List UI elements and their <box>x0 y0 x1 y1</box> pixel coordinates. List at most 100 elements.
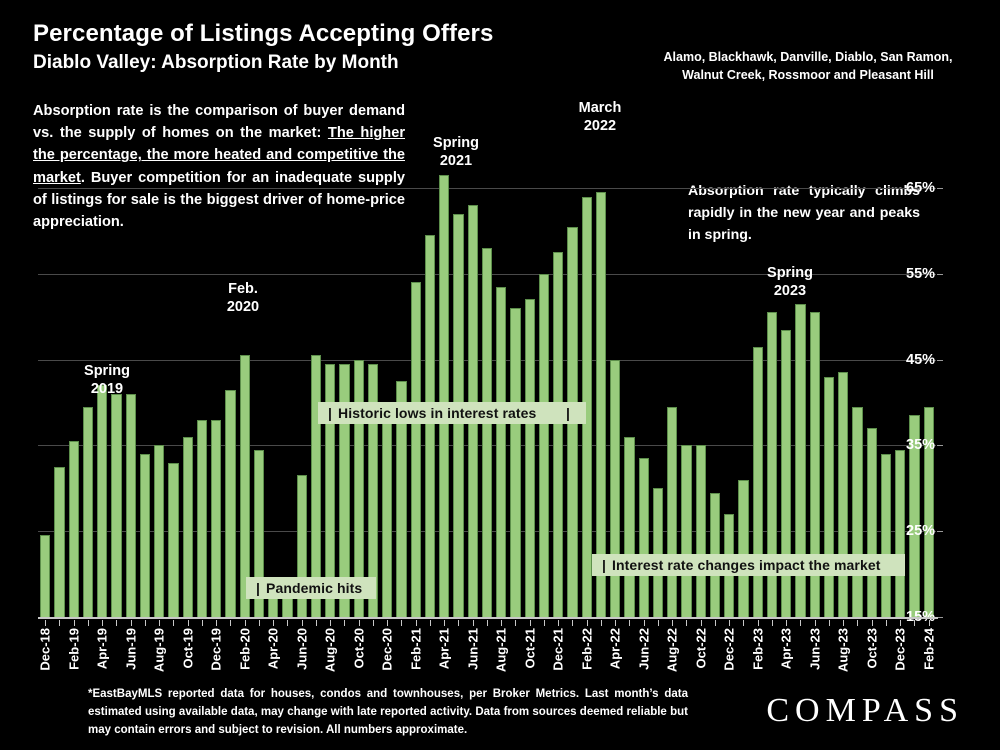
x-axis-tick <box>486 620 488 626</box>
bar-cell <box>209 145 223 617</box>
x-axis-label: Apr-22 <box>607 628 623 670</box>
bar-cell <box>223 145 237 617</box>
y-axis-tick <box>937 531 943 533</box>
bar <box>353 359 364 617</box>
bar-cell <box>166 145 180 617</box>
bar <box>610 359 621 617</box>
x-axis-tick <box>643 620 645 626</box>
x-axis-cell: Oct-21 <box>522 620 537 682</box>
x-axis-cell <box>736 620 750 682</box>
callout-feb-2020: Feb. 2020 <box>212 280 274 316</box>
x-axis-cell <box>651 620 665 682</box>
x-axis-label: Aug-21 <box>493 628 509 673</box>
x-axis-tick <box>686 620 688 626</box>
x-axis-tick <box>672 620 674 626</box>
x-axis-cell: Aug-20 <box>323 620 338 682</box>
bar-cell <box>437 145 451 617</box>
bar-cell <box>252 145 266 617</box>
x-axis-cell: Aug-19 <box>152 620 167 682</box>
x-axis-tick <box>387 620 389 626</box>
bar <box>54 466 65 617</box>
bar <box>695 445 706 617</box>
x-axis-label: Dec-19 <box>208 628 224 671</box>
x-axis-tick <box>301 620 303 626</box>
bar-cell <box>466 145 480 617</box>
bar-cell <box>138 145 152 617</box>
bar-cell <box>679 145 693 617</box>
y-axis-tick <box>937 445 943 447</box>
x-axis-tick <box>73 620 75 626</box>
banner-interest-rate: | Interest rate changes impact the marke… <box>592 554 905 576</box>
x-axis-tick <box>173 620 175 626</box>
x-axis-cell <box>879 620 893 682</box>
x-axis-tick <box>800 620 802 626</box>
x-axis-tick <box>287 620 289 626</box>
callout-march-2022: March 2022 <box>566 99 634 135</box>
bar-cell <box>238 145 252 617</box>
x-axis-cell <box>223 620 237 682</box>
chart-plot-area <box>38 145 943 618</box>
y-axis-tick <box>937 359 943 361</box>
x-axis-cell: Dec-20 <box>380 620 395 682</box>
bar-cell <box>352 145 366 617</box>
x-axis-tick <box>372 620 374 626</box>
callout-spring-2021-line1: Spring <box>433 135 479 151</box>
x-axis-label: Oct-20 <box>351 628 367 669</box>
bar-cell <box>708 145 722 617</box>
x-axis-tick <box>358 620 360 626</box>
bar-cell <box>380 145 394 617</box>
bar-cell <box>836 145 850 617</box>
bar-cell <box>152 145 166 617</box>
x-axis-cell <box>52 620 66 682</box>
banner-historic-label: Historic lows in interest rates <box>338 405 537 421</box>
x-axis-tick <box>814 620 816 626</box>
x-axis-label: Dec-23 <box>892 628 908 671</box>
x-axis-tick <box>857 620 859 626</box>
x-axis-tick <box>843 620 845 626</box>
bar <box>211 419 222 617</box>
x-axis-cell: Aug-22 <box>665 620 680 682</box>
bar-cell <box>181 145 195 617</box>
x-axis-cell: Feb-24 <box>921 620 936 682</box>
bar <box>154 445 165 617</box>
bar <box>766 312 777 617</box>
bar <box>866 428 877 617</box>
bar <box>382 419 393 617</box>
x-axis-tick <box>258 620 260 626</box>
x-axis-cell <box>366 620 380 682</box>
x-axis-cell <box>480 620 494 682</box>
bar <box>553 252 564 617</box>
x-axis-labels: Dec-18 Feb-19 Apr-19 Jun-19 Aug-19 Oct-19 Dec-… <box>38 620 936 682</box>
x-axis-label: Feb-21 <box>408 628 424 670</box>
bar-cell <box>808 145 822 617</box>
bar-cell <box>565 145 579 617</box>
x-axis-tick <box>216 620 218 626</box>
x-axis-cell <box>81 620 95 682</box>
x-axis-label: Oct-23 <box>864 628 880 669</box>
region-line-1: Alamo, Blackhawk, Danville, Diablo, San … <box>663 50 953 64</box>
x-axis-cell: Feb-23 <box>750 620 765 682</box>
x-axis-cell <box>166 620 180 682</box>
x-axis-cell <box>109 620 123 682</box>
x-axis-cell: Feb-19 <box>66 620 81 682</box>
bar-cell <box>637 145 651 617</box>
x-axis-cell: Jun-22 <box>636 620 651 682</box>
bar <box>253 449 264 617</box>
page-subtitle: Diablo Valley: Absorption Rate by Month <box>33 51 399 73</box>
x-axis-cell <box>565 620 579 682</box>
bar-series <box>38 145 936 617</box>
x-axis-label: Jun-21 <box>465 628 481 670</box>
x-axis-cell <box>252 620 266 682</box>
x-axis-tick <box>786 620 788 626</box>
bar <box>339 363 350 617</box>
x-axis-cell <box>594 620 608 682</box>
x-axis-cell: Apr-22 <box>607 620 623 682</box>
bar <box>895 449 906 617</box>
bar <box>296 475 307 617</box>
x-axis-tick <box>244 620 246 626</box>
x-axis-tick <box>87 620 89 626</box>
bar <box>667 406 678 617</box>
bar-cell <box>81 145 95 617</box>
bar-cell <box>622 145 636 617</box>
y-axis-label: 55% <box>906 265 936 282</box>
